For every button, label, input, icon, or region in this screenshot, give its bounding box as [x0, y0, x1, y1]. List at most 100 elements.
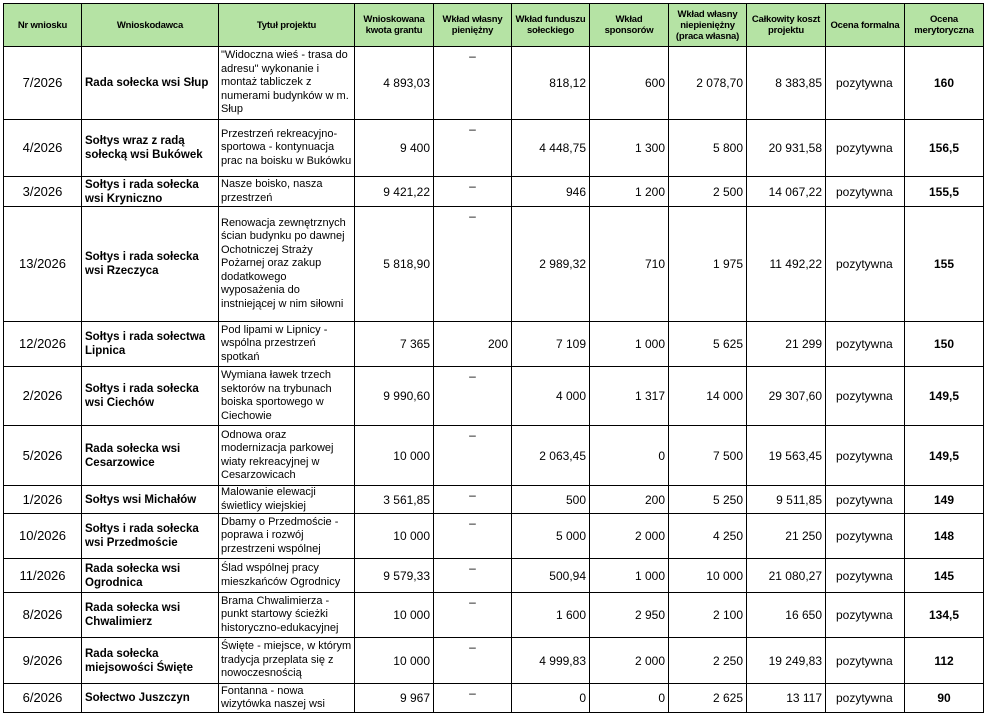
cell-fund: 946 [511, 176, 590, 207]
cell-applicant: Sołectwo Juszczyn [81, 683, 219, 713]
cell-score: 149 [904, 485, 984, 514]
cell-nr: 10/2026 [3, 513, 82, 559]
cell-sponsors: 2 000 [589, 513, 669, 559]
cell-own-work: 7 500 [668, 425, 747, 486]
cell-own-work: 1 975 [668, 206, 747, 322]
header-row: Nr wniosku Wnioskodawca Tytuł projektu W… [3, 3, 984, 47]
cell-nr: 11/2026 [3, 558, 82, 593]
cell-own-cash: – [433, 637, 512, 684]
table-row: 1/2026 Sołtys wsi Michałów Malowanie elewa… [3, 485, 984, 514]
cell-score: 145 [904, 558, 984, 593]
cell-title: Odnowa oraz modernizacja parkowej wiaty … [218, 425, 355, 486]
cell-grant: 7 365 [354, 321, 434, 367]
cell-formal: pozytywna [825, 46, 905, 120]
cell-fund: 4 000 [511, 366, 590, 426]
cell-formal: pozytywna [825, 119, 905, 177]
table-row: 8/2026 Rada sołecka wsi Chwalimierz Brama … [3, 592, 984, 638]
cell-own-cash: – [433, 46, 512, 120]
cell-total: 19 563,45 [746, 425, 826, 486]
table-row: 5/2026 Rada sołecka wsi Cesarzowice Odnowa… [3, 425, 984, 486]
cell-fund: 500,94 [511, 558, 590, 593]
cell-title: Brama Chwalimierza - punkt startowy ście… [218, 592, 355, 638]
header-total: Całkowity koszt projektu [746, 3, 826, 47]
cell-own-cash: – [433, 513, 512, 559]
header-fund: Wkład funduszu sołeckiego [511, 3, 590, 47]
cell-applicant: Sołtys wsi Michałów [81, 485, 219, 514]
cell-sponsors: 710 [589, 206, 669, 322]
cell-grant: 9 967 [354, 683, 434, 713]
cell-total: 13 117 [746, 683, 826, 713]
cell-total: 21 250 [746, 513, 826, 559]
cell-sponsors: 600 [589, 46, 669, 120]
grant-applications-table: Nr wniosku Wnioskodawca Tytuł projektu W… [3, 3, 984, 713]
cell-own-cash: – [433, 176, 512, 207]
cell-own-cash: – [433, 206, 512, 322]
cell-fund: 2 063,45 [511, 425, 590, 486]
cell-sponsors: 0 [589, 683, 669, 713]
cell-own-cash: – [433, 366, 512, 426]
cell-formal: pozytywna [825, 558, 905, 593]
cell-fund: 1 600 [511, 592, 590, 638]
cell-grant: 10 000 [354, 425, 434, 486]
cell-formal: pozytywna [825, 366, 905, 426]
cell-own-cash: – [433, 425, 512, 486]
cell-formal: pozytywna [825, 176, 905, 207]
cell-applicant: Rada sołecka wsi Cesarzowice [81, 425, 219, 486]
cell-title: Ślad wspólnej pracy mieszkańców Ogrodnic… [218, 558, 355, 593]
cell-applicant: Rada sołecka miejsowości Święte [81, 637, 219, 684]
cell-title: Renowacja zewnętrznych ścian budynku po … [218, 206, 355, 322]
header-formal: Ocena formalna [825, 3, 905, 47]
cell-formal: pozytywna [825, 637, 905, 684]
cell-total: 9 511,85 [746, 485, 826, 514]
cell-fund: 4 448,75 [511, 119, 590, 177]
cell-total: 20 931,58 [746, 119, 826, 177]
cell-score: 155 [904, 206, 984, 322]
cell-own-work: 10 000 [668, 558, 747, 593]
cell-sponsors: 2 000 [589, 637, 669, 684]
cell-total: 16 650 [746, 592, 826, 638]
cell-own-work: 2 250 [668, 637, 747, 684]
cell-nr: 3/2026 [3, 176, 82, 207]
cell-score: 160 [904, 46, 984, 120]
cell-own-cash: – [433, 119, 512, 177]
header-applicant: Wnioskodawca [81, 3, 219, 47]
cell-title: Pod lipami w Lipnicy - wspólna przestrze… [218, 321, 355, 367]
cell-sponsors: 2 950 [589, 592, 669, 638]
table-row: 2/2026 Sołtys i rada sołecka wsi Ciechów W… [3, 366, 984, 426]
cell-total: 14 067,22 [746, 176, 826, 207]
table-row: 13/2026 Sołtys i rada sołecka wsi Rzeczyc… [3, 206, 984, 322]
cell-sponsors: 200 [589, 485, 669, 514]
cell-nr: 9/2026 [3, 637, 82, 684]
cell-score: 155,5 [904, 176, 984, 207]
cell-grant: 5 818,90 [354, 206, 434, 322]
cell-nr: 7/2026 [3, 46, 82, 120]
cell-own-work: 2 100 [668, 592, 747, 638]
cell-fund: 818,12 [511, 46, 590, 120]
cell-grant: 4 893,03 [354, 46, 434, 120]
cell-applicant: Rada sołecka wsi Słup [81, 46, 219, 120]
cell-nr: 8/2026 [3, 592, 82, 638]
cell-own-work: 5 250 [668, 485, 747, 514]
cell-nr: 4/2026 [3, 119, 82, 177]
cell-total: 11 492,22 [746, 206, 826, 322]
header-nr: Nr wniosku [3, 3, 82, 47]
header-score: Ocena merytoryczna [904, 3, 984, 47]
header-sponsors: Wkład sponsorów [589, 3, 669, 47]
cell-title: Wymiana ławek trzech sektorów na trybuna… [218, 366, 355, 426]
cell-fund: 4 999,83 [511, 637, 590, 684]
cell-applicant: Sołtys i rada sołectwa Lipnica [81, 321, 219, 367]
cell-formal: pozytywna [825, 206, 905, 322]
cell-fund: 5 000 [511, 513, 590, 559]
cell-sponsors: 1 000 [589, 558, 669, 593]
cell-own-work: 4 250 [668, 513, 747, 559]
cell-formal: pozytywna [825, 425, 905, 486]
table-row: 7/2026 Rada sołecka wsi Słup "Widoczna wie… [3, 46, 984, 120]
cell-score: 156,5 [904, 119, 984, 177]
cell-total: 19 249,83 [746, 637, 826, 684]
cell-title: Przestrzeń rekreacyjno-sportowa - kontyn… [218, 119, 355, 177]
cell-sponsors: 1 000 [589, 321, 669, 367]
table-row: 12/2026 Sołtys i rada sołectwa Lipnica Pod… [3, 321, 984, 367]
cell-applicant: Rada sołecka wsi Chwalimierz [81, 592, 219, 638]
cell-score: 134,5 [904, 592, 984, 638]
cell-fund: 2 989,32 [511, 206, 590, 322]
